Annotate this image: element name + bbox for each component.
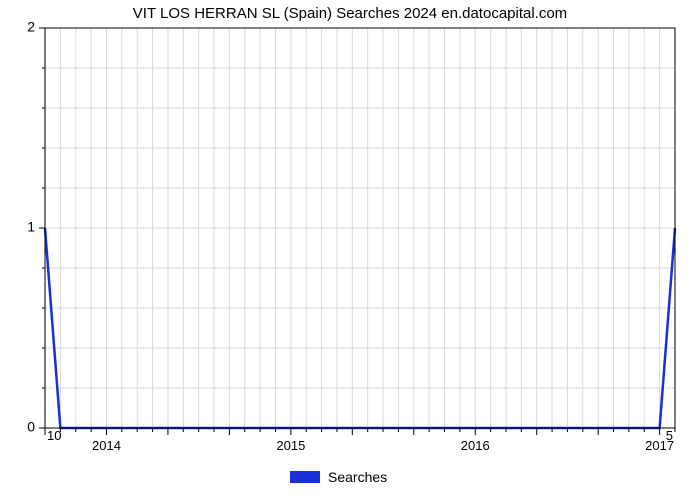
x-year-label: 2015 bbox=[276, 438, 305, 453]
legend-swatch bbox=[290, 471, 320, 483]
y-tick-label: 1 bbox=[27, 219, 35, 235]
y-tick-label: 0 bbox=[27, 419, 35, 435]
corner-right-label: 5 bbox=[666, 428, 673, 443]
corner-left-label: 10 bbox=[47, 428, 61, 443]
x-year-label: 2016 bbox=[461, 438, 490, 453]
y-tick-label: 2 bbox=[27, 19, 35, 35]
chart-title: VIT LOS HERRAN SL (Spain) Searches 2024 … bbox=[133, 5, 567, 22]
x-year-label: 2014 bbox=[92, 438, 121, 453]
legend-label: Searches bbox=[328, 469, 387, 485]
